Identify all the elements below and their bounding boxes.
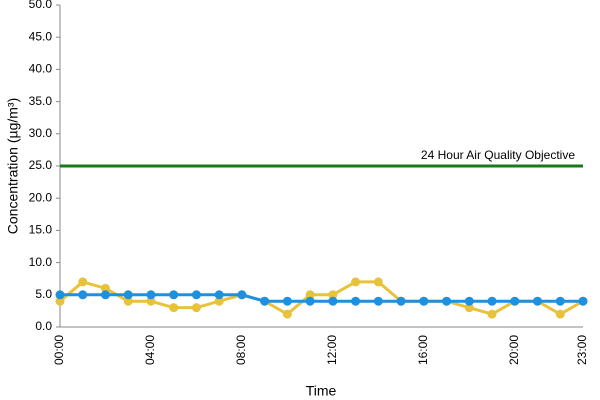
y-tick-label: 45.0 <box>29 29 53 43</box>
point <box>282 309 292 319</box>
point <box>442 296 452 306</box>
x-tick-label: 00:00 <box>52 335 66 365</box>
x-tick-label: 20:00 <box>507 335 521 365</box>
point <box>146 290 156 300</box>
y-tick-label: 0.0 <box>35 319 52 333</box>
point <box>555 309 565 319</box>
point <box>578 296 588 306</box>
point <box>169 290 179 300</box>
y-axis-label: Concentration (µg/m³) <box>5 98 21 234</box>
point <box>214 290 224 300</box>
point <box>55 290 65 300</box>
point <box>555 296 565 306</box>
point <box>396 296 406 306</box>
point <box>351 277 361 287</box>
x-tick-label: 04:00 <box>143 335 157 365</box>
point <box>487 309 497 319</box>
x-tick-label: 16:00 <box>416 335 430 365</box>
x-tick-label: 12:00 <box>325 335 339 365</box>
point <box>191 290 201 300</box>
point <box>100 290 110 300</box>
point <box>305 296 315 306</box>
y-tick-label: 35.0 <box>29 94 53 108</box>
point <box>260 296 270 306</box>
y-tick-label: 50.0 <box>29 0 53 11</box>
point <box>373 277 383 287</box>
y-tick-label: 40.0 <box>29 62 53 76</box>
point <box>328 296 338 306</box>
series-line <box>59 280 584 316</box>
point <box>169 303 179 313</box>
point <box>464 296 474 306</box>
y-tick-label: 5.0 <box>35 287 52 301</box>
point <box>282 296 292 306</box>
point <box>373 296 383 306</box>
y-tick-label: 20.0 <box>29 190 53 204</box>
point <box>419 296 429 306</box>
y-tick-label: 15.0 <box>29 223 53 237</box>
point <box>123 290 133 300</box>
reference-label: 24 Hour Air Quality Objective <box>421 148 575 162</box>
point <box>351 296 361 306</box>
point <box>78 277 88 287</box>
y-tick-label: 25.0 <box>29 158 53 172</box>
y-tick-label: 30.0 <box>29 126 53 140</box>
point <box>510 296 520 306</box>
point <box>237 290 247 300</box>
x-axis-label: Time <box>306 383 337 399</box>
point <box>533 296 543 306</box>
point <box>191 303 201 313</box>
x-tick-label: 08:00 <box>234 335 248 365</box>
y-tick-label: 10.0 <box>29 255 53 269</box>
point <box>78 290 88 300</box>
point <box>487 296 497 306</box>
x-tick-label: 23:00 <box>575 335 589 365</box>
